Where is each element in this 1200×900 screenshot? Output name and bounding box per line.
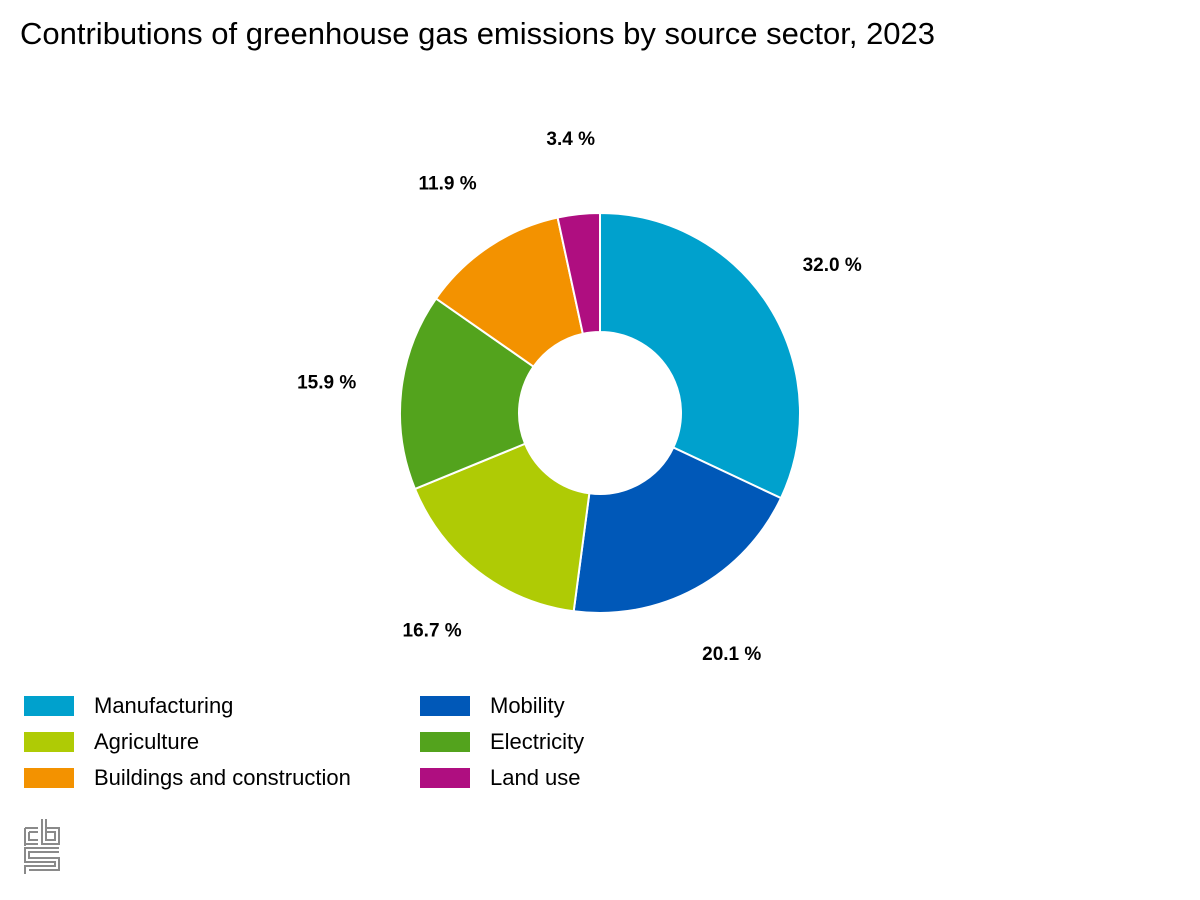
legend-label: Manufacturing	[94, 693, 234, 718]
slice-electricity	[399, 297, 535, 491]
legend-item-mobility: Mobility	[420, 688, 720, 724]
slice-label-agriculture: 16.7 %	[403, 620, 462, 641]
donut-chart: 32.0 % 20.1 % 16.7 % 15.9 % 11.9 % 3.4 %	[297, 129, 862, 665]
slice-land-use	[556, 211, 601, 336]
legend-item-electricity: Electricity	[420, 724, 720, 760]
legend-label: Land use	[490, 765, 581, 790]
legend-label: Mobility	[490, 693, 565, 718]
legend-swatch	[24, 768, 74, 788]
slice-label-mobility: 20.1 %	[702, 644, 761, 665]
donut-labels: 32.0 % 20.1 % 16.7 % 15.9 % 11.9 % 3.4 %	[297, 129, 862, 665]
legend-swatch	[420, 696, 470, 716]
legend-item-land-use: Land use	[420, 760, 720, 796]
slice-label-manufacturing: 32.0 %	[803, 255, 862, 276]
legend-label: Buildings and construction	[94, 765, 351, 790]
legend-label: Electricity	[490, 729, 585, 754]
chart-legend: Manufacturing Mobility Agriculture Electric…	[24, 688, 724, 796]
legend-swatch	[24, 696, 74, 716]
legend-swatch	[24, 732, 74, 752]
slice-mobility	[572, 446, 783, 614]
slice-agriculture	[413, 442, 591, 613]
legend-label: Agriculture	[94, 729, 200, 754]
slice-manufacturing	[599, 211, 801, 500]
legend-swatch	[420, 732, 470, 752]
slice-label-electricity: 15.9 %	[297, 372, 356, 393]
cbs-logo-icon	[24, 819, 60, 874]
legend-item-agriculture: Agriculture	[24, 724, 420, 760]
donut-slices	[399, 211, 801, 614]
chart-title: Contributions of greenhouse gas emission…	[20, 16, 936, 51]
legend-swatch	[420, 768, 470, 788]
legend-item-buildings-and-construction: Buildings and construction	[24, 760, 420, 796]
slice-label-buildings-and-construction: 11.9 %	[419, 174, 477, 195]
legend-item-manufacturing: Manufacturing	[24, 688, 420, 724]
slice-label-land-use: 3.4 %	[546, 129, 595, 150]
